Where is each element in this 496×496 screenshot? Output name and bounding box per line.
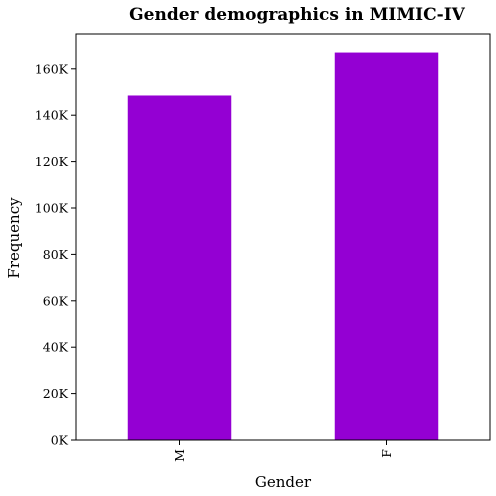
y-tick-label-5: 100K — [35, 201, 69, 216]
plot-area: M F 0K 20K 40K 60K 80K 100K 120K 140K 160K — [35, 33, 491, 462]
chart-title: Gender demographics in MIMIC-IV — [129, 5, 466, 25]
bar-f — [334, 52, 439, 441]
bar-m — [127, 95, 232, 440]
y-tick-label-1: 20K — [43, 386, 69, 401]
y-tick-label-4: 80K — [43, 247, 69, 262]
y-axis-label: Frequency — [5, 197, 23, 279]
x-tick-label-m: M — [172, 449, 187, 462]
y-tick-label-2: 40K — [43, 340, 69, 355]
y-tick-label-6: 120K — [35, 154, 69, 169]
y-tick-label-0: 0K — [51, 433, 69, 448]
y-tick-label-7: 140K — [35, 108, 69, 123]
x-tick-label-f: F — [379, 449, 394, 458]
y-tick-label-8: 160K — [35, 61, 69, 76]
y-tick-label-3: 60K — [43, 293, 69, 308]
x-axis-label: Gender — [255, 473, 312, 491]
plot-frame — [75, 33, 491, 441]
